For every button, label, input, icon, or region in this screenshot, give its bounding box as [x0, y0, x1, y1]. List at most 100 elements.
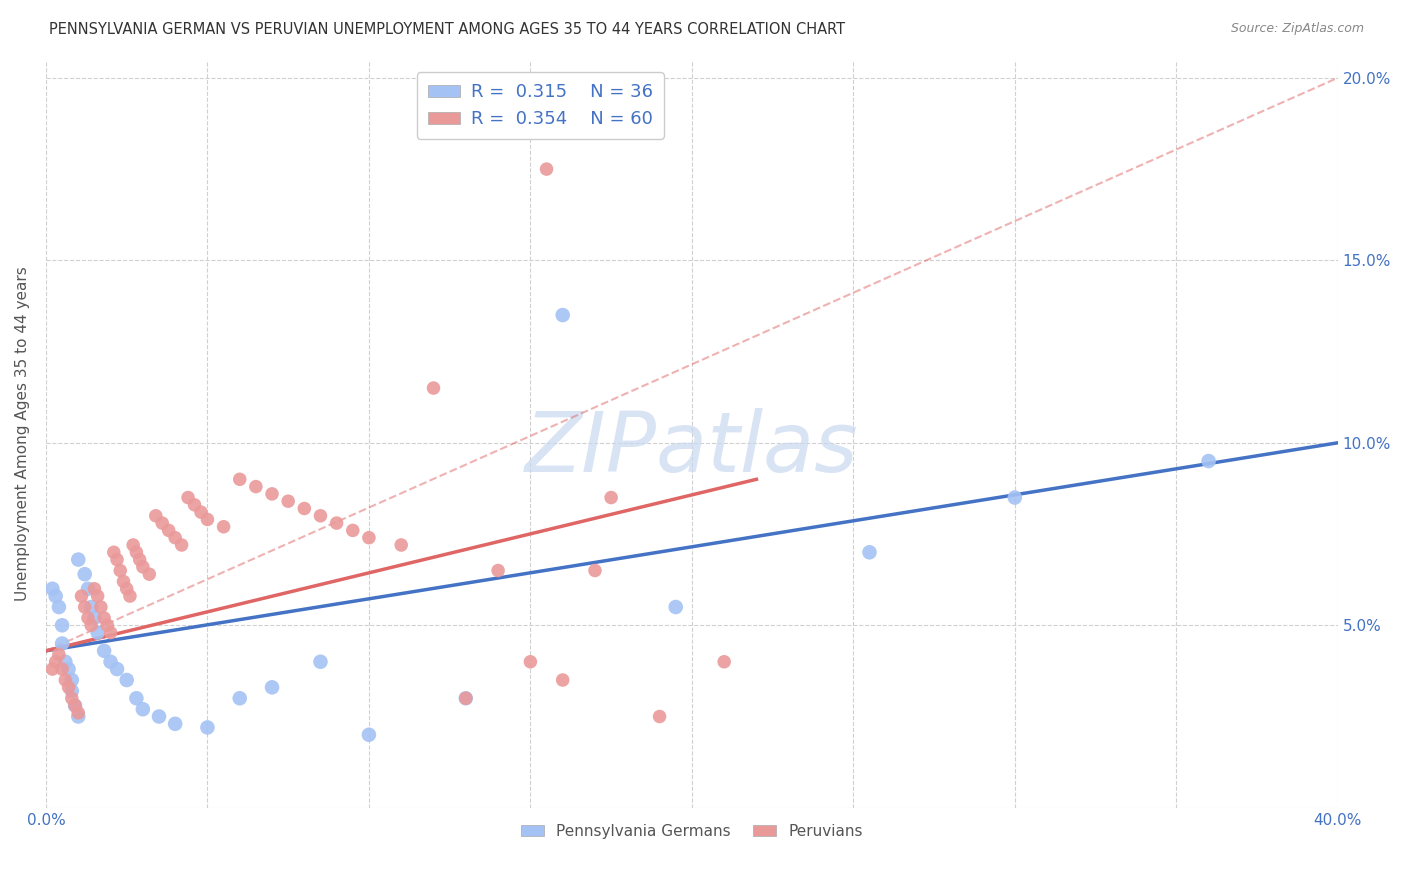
Text: PENNSYLVANIA GERMAN VS PERUVIAN UNEMPLOYMENT AMONG AGES 35 TO 44 YEARS CORRELATI: PENNSYLVANIA GERMAN VS PERUVIAN UNEMPLOY… — [49, 22, 845, 37]
Point — [48, 600, 70, 615]
Point — [80, 600, 103, 615]
Point — [551, 308, 574, 322]
Point — [67, 552, 90, 566]
Point — [190, 505, 212, 519]
Point — [86, 625, 108, 640]
Point — [125, 691, 148, 706]
Point — [83, 582, 105, 596]
Point — [325, 516, 347, 530]
Point — [183, 498, 205, 512]
Point — [63, 698, 86, 713]
Point — [519, 655, 541, 669]
Point — [309, 655, 332, 669]
Point — [48, 648, 70, 662]
Point — [551, 673, 574, 687]
Point — [45, 589, 67, 603]
Point — [80, 618, 103, 632]
Point — [93, 644, 115, 658]
Point — [260, 487, 283, 501]
Point — [138, 567, 160, 582]
Point — [45, 655, 67, 669]
Point — [713, 655, 735, 669]
Point — [277, 494, 299, 508]
Point — [212, 520, 235, 534]
Point — [53, 655, 76, 669]
Point — [90, 600, 112, 615]
Point — [100, 655, 122, 669]
Point — [357, 728, 380, 742]
Point — [77, 611, 100, 625]
Point — [536, 162, 558, 177]
Point — [170, 538, 193, 552]
Point — [93, 611, 115, 625]
Point — [118, 589, 141, 603]
Point — [41, 662, 63, 676]
Point — [110, 564, 132, 578]
Point — [292, 501, 315, 516]
Point — [125, 545, 148, 559]
Point — [96, 618, 118, 632]
Point — [229, 691, 252, 706]
Point — [73, 600, 96, 615]
Point — [145, 508, 167, 523]
Point — [70, 589, 93, 603]
Point — [1198, 454, 1220, 468]
Point — [389, 538, 412, 552]
Point — [357, 531, 380, 545]
Point — [229, 472, 252, 486]
Point — [197, 721, 219, 735]
Point — [67, 706, 90, 720]
Point — [150, 516, 173, 530]
Point — [132, 702, 155, 716]
Point — [665, 600, 688, 615]
Point — [53, 673, 76, 687]
Point — [63, 698, 86, 713]
Point — [260, 681, 283, 695]
Point — [112, 574, 135, 589]
Point — [648, 709, 671, 723]
Point — [342, 524, 364, 538]
Point — [858, 545, 880, 559]
Point — [583, 564, 606, 578]
Point — [105, 552, 128, 566]
Point — [67, 709, 90, 723]
Point — [83, 611, 105, 625]
Point — [600, 491, 623, 505]
Point — [51, 618, 73, 632]
Point — [165, 716, 187, 731]
Point — [128, 552, 150, 566]
Point — [486, 564, 509, 578]
Point — [148, 709, 170, 723]
Point — [60, 673, 83, 687]
Point — [197, 512, 219, 526]
Point — [132, 560, 155, 574]
Point — [1004, 491, 1026, 505]
Point — [51, 662, 73, 676]
Point — [103, 545, 125, 559]
Point — [51, 636, 73, 650]
Point — [60, 684, 83, 698]
Point — [454, 691, 477, 706]
Point — [115, 673, 138, 687]
Point — [122, 538, 145, 552]
Point — [105, 662, 128, 676]
Point — [177, 491, 200, 505]
Point — [60, 691, 83, 706]
Point — [454, 691, 477, 706]
Point — [41, 582, 63, 596]
Y-axis label: Unemployment Among Ages 35 to 44 years: Unemployment Among Ages 35 to 44 years — [15, 267, 30, 601]
Point — [245, 480, 267, 494]
Point — [58, 662, 80, 676]
Point — [100, 625, 122, 640]
Legend: Pennsylvania Germans, Peruvians: Pennsylvania Germans, Peruvians — [515, 818, 869, 845]
Point — [86, 589, 108, 603]
Point — [165, 531, 187, 545]
Point — [157, 524, 180, 538]
Point — [115, 582, 138, 596]
Point — [422, 381, 444, 395]
Point — [77, 582, 100, 596]
Text: Source: ZipAtlas.com: Source: ZipAtlas.com — [1230, 22, 1364, 36]
Point — [309, 508, 332, 523]
Point — [58, 681, 80, 695]
Point — [73, 567, 96, 582]
